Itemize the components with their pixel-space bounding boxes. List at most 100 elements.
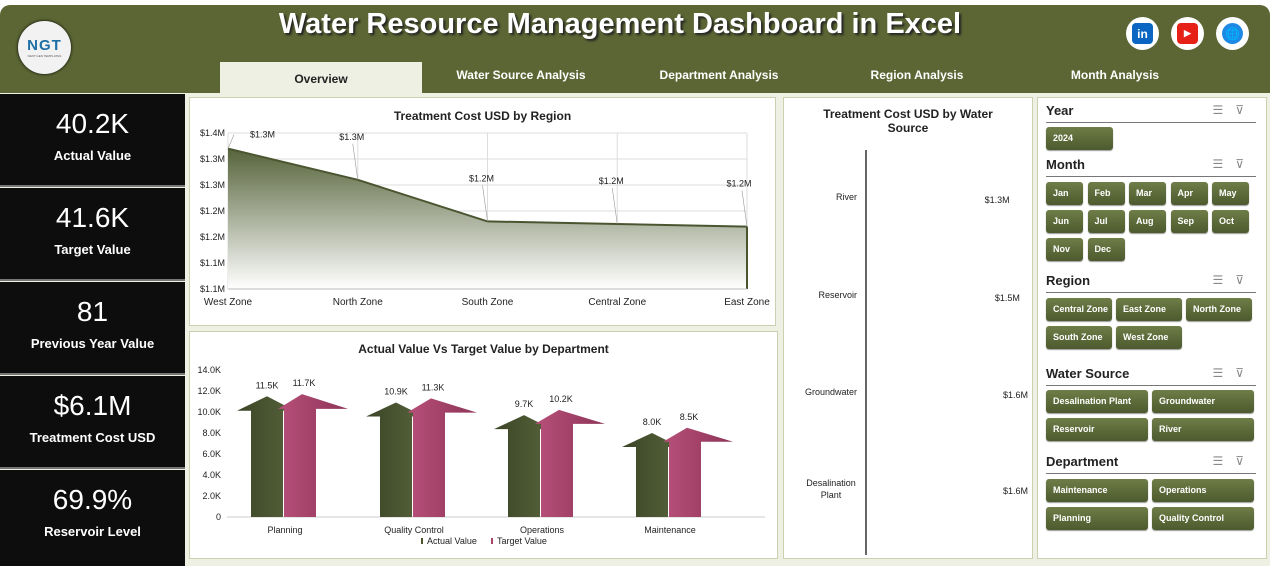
y-tick-label: $1.3M — [200, 154, 225, 164]
slicer-title: Region — [1046, 273, 1091, 288]
month-slicer-item[interactable]: Dec — [1087, 238, 1125, 261]
month-slicer-item[interactable]: Jun — [1046, 210, 1083, 233]
tab-month-analysis[interactable]: Month Analysis — [1070, 68, 1160, 82]
tab-region-analysis[interactable]: Region Analysis — [870, 68, 964, 82]
data-label: $1.5M — [995, 293, 1020, 303]
data-label: 8.0K — [643, 417, 662, 427]
month-slicer-item[interactable]: Aug — [1129, 210, 1166, 233]
x-tick-label: Quality Control — [384, 525, 444, 535]
region-slicer-header: Region ☰⊽ — [1046, 273, 1256, 293]
water-source-slicer-item[interactable]: Reservoir — [1046, 418, 1148, 441]
youtube-button[interactable]: ▶ — [1171, 17, 1204, 50]
month-slicer-item[interactable]: Jan — [1046, 182, 1083, 205]
region-slicer-item[interactable]: South Zone — [1046, 326, 1112, 349]
region-slicer-item[interactable]: Central Zone — [1046, 298, 1112, 321]
kpi-value: 40.2K — [55, 108, 130, 139]
water-source-chart-panel: Treatment Cost USD by Water Source — [783, 97, 1033, 559]
region-slicer-item[interactable]: West Zone — [1116, 326, 1182, 349]
y-tick-label: $1.2M — [200, 206, 225, 216]
department-slicer-item[interactable]: Operations — [1152, 479, 1254, 502]
month-slicer-item[interactable]: Mar — [1129, 182, 1166, 205]
data-label: 8.5K — [680, 412, 699, 422]
y-tick-label: Reservoir — [818, 290, 857, 300]
tab-water-source-analysis[interactable]: Water Source Analysis — [456, 68, 586, 82]
month-slicer-item[interactable]: Nov — [1046, 238, 1083, 261]
y-tick-label: $1.3M — [200, 180, 225, 190]
month-slicer-item[interactable]: Jul — [1087, 210, 1125, 233]
y-tick-label: $1.2M — [200, 232, 225, 242]
multi-select-icon[interactable]: ☰ — [1212, 157, 1236, 171]
tab-overview[interactable]: Overview — [220, 62, 422, 93]
kpi-label: Treatment Cost USD — [29, 430, 156, 445]
target-arrow — [278, 394, 348, 517]
x-tick-label: North Zone — [333, 297, 383, 308]
year-slicer-item[interactable]: 2024 — [1046, 127, 1113, 150]
month-slicer-item[interactable]: Oct — [1212, 210, 1249, 233]
actual-arrow — [494, 415, 552, 517]
ngt-logo: NGT NEXT GEN TEMPLATES — [18, 21, 71, 74]
multi-select-icon[interactable]: ☰ — [1212, 454, 1236, 468]
water-source-slicer-item[interactable]: Desalination Plant — [1046, 390, 1148, 413]
leader-line — [227, 134, 235, 149]
clear-filter-icon[interactable]: ⊽ — [1235, 103, 1256, 117]
leader-line — [352, 143, 359, 180]
department-slicer-item[interactable]: Quality Control — [1152, 507, 1254, 530]
kpi-value: 69.9% — [52, 484, 133, 515]
water-source-slicer-header: Water Source ☰⊽ — [1046, 366, 1256, 386]
x-tick-label: Operations — [520, 525, 565, 535]
kpi-actual-value: 40.2K Actual Value — [0, 94, 185, 187]
clear-filter-icon[interactable]: ⊽ — [1235, 157, 1256, 171]
data-label: 11.3K — [422, 382, 445, 392]
clear-filter-icon[interactable]: ⊽ — [1235, 454, 1256, 468]
logo-text: NGT — [27, 37, 62, 54]
kpi-label: Actual Value — [53, 148, 132, 163]
youtube-icon: ▶ — [1177, 23, 1198, 44]
x-tick-label: South Zone — [462, 297, 514, 308]
globe-icon: 🌐 — [1222, 23, 1243, 44]
kpi-label: Previous Year Value — [30, 336, 155, 351]
multi-select-icon[interactable]: ☰ — [1212, 103, 1236, 117]
legend-swatch-actual — [421, 538, 423, 544]
website-button[interactable]: 🌐 — [1216, 17, 1249, 50]
y-tick-label: Desalination Plant — [806, 478, 856, 500]
clear-filter-icon[interactable]: ⊽ — [1235, 273, 1256, 287]
chart-title: Treatment Cost USD by Region — [393, 109, 572, 123]
month-slicer-item[interactable]: Apr — [1170, 182, 1208, 205]
data-label: $1.2M — [469, 173, 494, 183]
month-slicer-item[interactable]: Sep — [1170, 210, 1208, 233]
y-tick-label: 6.0K — [202, 449, 221, 459]
y-tick-label: 12.0K — [197, 386, 221, 396]
month-slicer-item[interactable]: Feb — [1087, 182, 1125, 205]
department-slicer-item[interactable]: Planning — [1046, 507, 1148, 530]
y-tick-label: $1.1M — [200, 258, 225, 268]
y-tick-label: 8.0K — [202, 428, 221, 438]
kpi-value: 41.6K — [55, 202, 130, 233]
region-area-chart: $1.4M $1.3M $1.3M $1.2M $1.2M $1.1M $1.1M West … — [200, 128, 770, 308]
data-label: $1.3M — [985, 195, 1010, 205]
month-slicer-header: Month ☰⊽ — [1046, 157, 1256, 177]
month-slicer-item[interactable]: May — [1212, 182, 1249, 205]
actual-arrow — [366, 402, 424, 517]
department-slicer-item[interactable]: Maintenance — [1046, 479, 1148, 502]
region-slicer-item[interactable]: East Zone — [1116, 298, 1182, 321]
department-arrow-chart: 0 2.0K 4.0K 6.0K 8.0K 10.0K 12.0K 14.0K 11.5K 11.… — [197, 365, 765, 546]
water-source-slicer-item[interactable]: River — [1152, 418, 1254, 441]
water-source-slicer-item[interactable]: Groundwater — [1152, 390, 1254, 413]
department-slicer-header: Department ☰⊽ — [1046, 454, 1256, 474]
y-tick-label: $1.1M — [200, 284, 225, 294]
actual-arrow — [622, 433, 680, 517]
region-slicer-item[interactable]: North Zone — [1186, 298, 1252, 321]
leader-line — [611, 187, 618, 225]
data-label: $1.3M — [339, 132, 364, 142]
linkedin-button[interactable]: in — [1126, 17, 1159, 50]
target-arrow — [535, 409, 605, 517]
leader-line — [482, 185, 488, 222]
tab-department-analysis[interactable]: Department Analysis — [659, 68, 779, 82]
clear-filter-icon[interactable]: ⊽ — [1235, 366, 1256, 380]
linkedin-icon: in — [1132, 23, 1153, 44]
kpi-value: 81 — [76, 296, 109, 327]
legend-swatch-target — [491, 538, 493, 544]
data-label: 11.7K — [293, 378, 316, 388]
multi-select-icon[interactable]: ☰ — [1212, 366, 1236, 380]
multi-select-icon[interactable]: ☰ — [1212, 273, 1236, 287]
